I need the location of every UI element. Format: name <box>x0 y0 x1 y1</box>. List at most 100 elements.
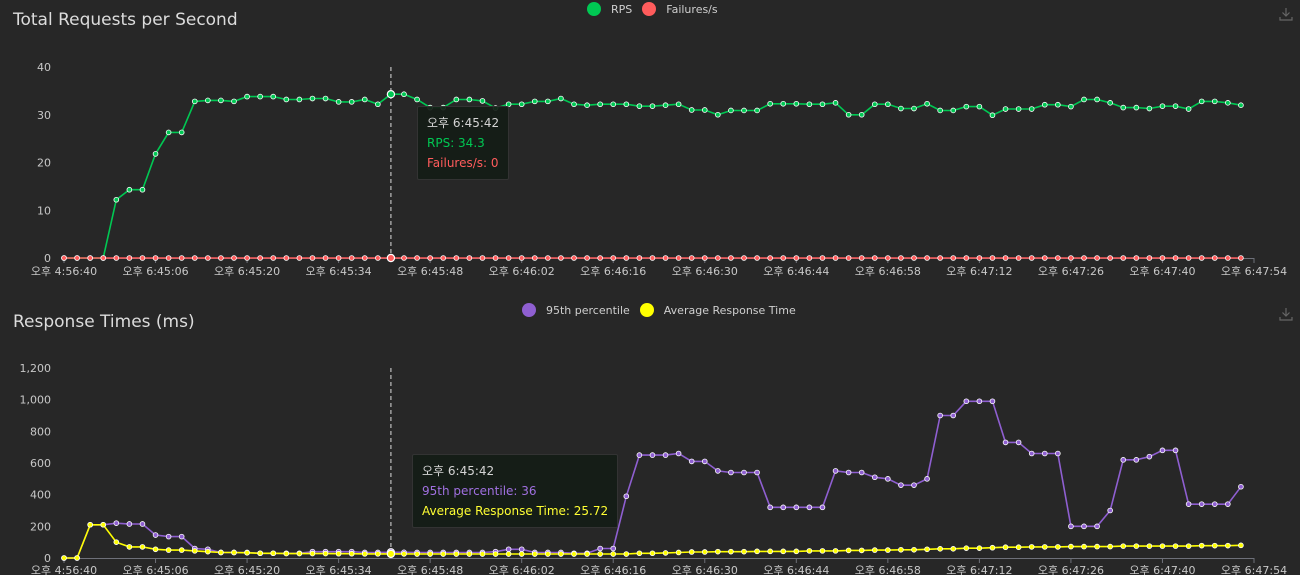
data-point-rps <box>270 93 277 100</box>
data-point-average-response-time <box>571 551 577 557</box>
data-point-rps <box>610 101 617 108</box>
data-point-average-response-time <box>610 551 617 557</box>
legend-item-failures[interactable]: Failures/s <box>642 2 718 16</box>
data-point-failures-s <box>165 255 172 261</box>
data-point-95th-percentile <box>597 545 603 552</box>
data-point-average-response-time <box>61 555 67 561</box>
data-point-failures-s <box>401 255 407 261</box>
data-point-failures-s <box>610 255 617 261</box>
data-point-failures-s <box>152 255 159 261</box>
data-point-average-response-time <box>386 549 396 559</box>
legend-dot-icon <box>587 2 601 16</box>
data-point-failures-s <box>139 255 146 261</box>
chart-legend: 95th percentile Average Response Time <box>522 303 806 317</box>
data-point-failures-s <box>623 255 630 261</box>
data-point-failures-s <box>950 255 957 261</box>
data-point-rps <box>191 98 198 105</box>
data-point-rps <box>558 95 564 102</box>
data-point-95th-percentile <box>741 469 747 476</box>
data-point-failures-s <box>100 255 107 261</box>
data-point-95th-percentile <box>1028 450 1035 457</box>
data-point-failures-s <box>531 255 538 261</box>
data-point-average-response-time <box>963 545 970 551</box>
data-point-failures-s <box>1002 255 1009 261</box>
data-point-average-response-time <box>296 550 303 557</box>
data-point-failures-s <box>1094 255 1100 261</box>
data-point-95th-percentile <box>1225 501 1231 507</box>
data-point-rps <box>793 100 800 107</box>
x-tick-label: 오후 6:45:48 <box>397 564 463 575</box>
download-icon[interactable] <box>1278 6 1294 22</box>
data-point-rps <box>1028 106 1035 112</box>
legend-item-rps[interactable]: RPS <box>587 2 632 16</box>
data-point-rps <box>283 96 290 103</box>
data-point-95th-percentile <box>767 504 773 511</box>
data-point-failures-s <box>218 255 224 261</box>
rps-chart-panel: Total Requests per Second RPS Failures/s… <box>13 2 1294 278</box>
data-point-95th-percentile <box>113 520 120 526</box>
data-point-average-response-time <box>767 548 773 555</box>
data-point-failures-s <box>296 255 303 261</box>
data-point-rps <box>728 107 734 114</box>
x-tick-label: 오후 6:47:12 <box>946 265 1012 278</box>
data-point-average-response-time <box>218 549 224 556</box>
data-point-rps <box>1015 106 1022 112</box>
data-point-failures-s <box>688 255 695 261</box>
data-point-rps <box>1159 103 1166 109</box>
legend-item-average-response-time[interactable]: Average Response Time <box>639 303 796 317</box>
data-point-rps <box>636 103 643 109</box>
data-point-average-response-time <box>1015 544 1022 551</box>
data-point-average-response-time <box>505 551 512 557</box>
data-point-failures-s <box>1107 255 1113 261</box>
data-point-95th-percentile <box>1198 501 1205 507</box>
data-point-average-response-time <box>165 547 172 553</box>
data-point-average-response-time <box>231 549 237 556</box>
data-point-failures-s <box>61 255 67 261</box>
legend-label: RPS <box>611 2 633 16</box>
data-point-failures-s <box>649 255 656 261</box>
data-point-average-response-time <box>518 551 525 557</box>
x-tick-label: 오후 6:47:54 <box>1221 265 1287 278</box>
data-point-95th-percentile <box>662 452 669 458</box>
data-point-95th-percentile <box>649 452 656 458</box>
data-point-95th-percentile <box>623 493 630 500</box>
data-point-rps <box>1238 102 1244 108</box>
data-point-rps <box>1133 104 1140 111</box>
data-point-failures-s <box>989 255 996 261</box>
data-point-failures-s <box>348 255 355 261</box>
download-icon[interactable] <box>1278 306 1294 322</box>
legend-item-95th-percentile[interactable]: 95th percentile <box>522 303 630 317</box>
data-point-95th-percentile <box>806 504 813 511</box>
x-tick-label: 오후 6:45:20 <box>214 564 280 575</box>
data-point-average-response-time <box>479 551 486 557</box>
legend-label: Failures/s <box>666 2 718 16</box>
data-point-rps <box>845 111 852 118</box>
data-point-failures-s <box>1068 255 1074 261</box>
x-tick-label: 오후 6:47:54 <box>1221 564 1287 575</box>
x-tick-label: 오후 4:56:40 <box>31 564 97 575</box>
data-point-average-response-time <box>911 546 917 553</box>
data-point-average-response-time <box>662 550 669 556</box>
data-point-failures-s <box>1185 255 1192 261</box>
data-point-average-response-time <box>178 547 185 553</box>
data-point-rps <box>715 111 721 118</box>
data-point-95th-percentile <box>1172 447 1179 454</box>
data-point-rps <box>1094 96 1100 103</box>
data-point-failures-s <box>231 255 237 261</box>
data-point-failures-s <box>479 255 486 261</box>
data-point-average-response-time <box>126 544 133 550</box>
data-point-failures-s <box>845 255 852 261</box>
data-point-failures-s <box>1238 255 1244 261</box>
response-times-chart-panel: Response Times (ms) 95th percentile Aver… <box>0 290 1300 575</box>
data-point-failures-s <box>937 255 943 261</box>
data-point-failures-s <box>1081 255 1087 261</box>
data-point-95th-percentile <box>989 398 996 405</box>
data-point-average-response-time <box>113 539 120 545</box>
y-tick-label: 600 <box>30 457 51 470</box>
data-point-failures-s <box>309 255 316 261</box>
data-point-95th-percentile <box>701 458 708 465</box>
data-point-failures-s <box>1159 255 1166 261</box>
data-point-failures-s <box>244 255 250 261</box>
data-point-rps <box>871 101 878 108</box>
data-point-rps <box>662 102 669 108</box>
